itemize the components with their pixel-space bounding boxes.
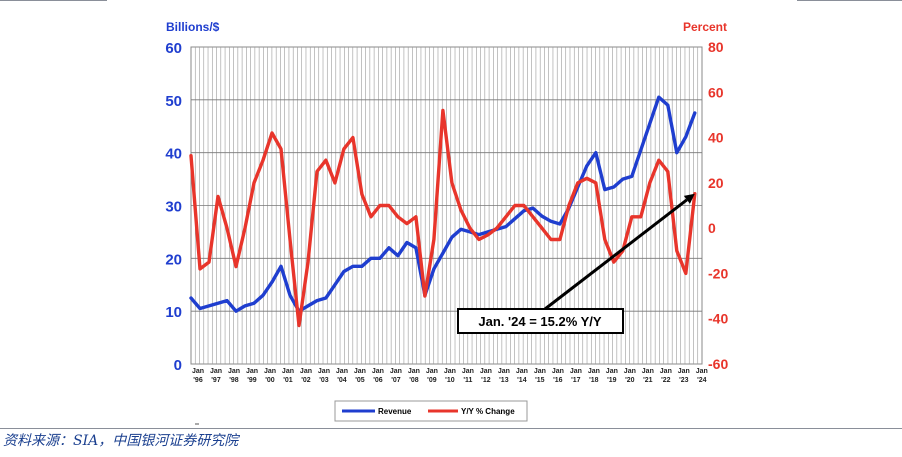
x-tick-year: '03 xyxy=(319,377,329,384)
x-tick-year: '07 xyxy=(391,377,401,384)
x-tick-month: Jan xyxy=(534,368,546,375)
top-rule-right xyxy=(797,0,902,1)
annotation-arrow xyxy=(544,198,688,311)
right-axis: -60 -40 -20 0 20 40 60 80 xyxy=(708,39,728,372)
x-tick-year: '16 xyxy=(553,377,563,384)
left-tick-label: 0 xyxy=(174,357,182,374)
x-tick-year: '97 xyxy=(211,377,221,384)
right-tick-label: -60 xyxy=(708,356,728,372)
x-tick-month: Jan xyxy=(192,368,204,375)
x-tick-year: '05 xyxy=(355,377,365,384)
x-tick-month: Jan xyxy=(462,368,474,375)
x-tick-year: '04 xyxy=(337,377,347,384)
x-tick-year: '21 xyxy=(643,377,653,384)
x-tick-month: Jan xyxy=(480,368,492,375)
yoy-change-line xyxy=(189,108,697,328)
x-tick-year: '09 xyxy=(427,377,437,384)
right-axis-title: Percent xyxy=(683,20,727,34)
x-tick-month: Jan xyxy=(678,368,690,375)
x-tick-year: '10 xyxy=(445,377,455,384)
left-axis: 0 10 20 30 40 50 60 xyxy=(165,40,182,374)
right-tick-label: 0 xyxy=(708,220,716,236)
left-tick-label: 50 xyxy=(165,93,182,110)
x-tick-year: '18 xyxy=(589,377,599,384)
left-tick-label: 40 xyxy=(165,146,182,163)
x-tick-month: Jan xyxy=(264,368,276,375)
x-tick-year: '19 xyxy=(607,377,617,384)
x-tick-year: '13 xyxy=(499,377,509,384)
x-tick-year: '23 xyxy=(679,377,689,384)
legend-label-revenue: Revenue xyxy=(378,407,412,416)
x-tick-year: '22 xyxy=(661,377,671,384)
x-tick-month: Jan xyxy=(588,368,600,375)
x-tick-year: '01 xyxy=(283,377,293,384)
x-tick-month: Jan xyxy=(300,368,312,375)
x-tick-month: Jan xyxy=(390,368,402,375)
x-tick-year: '00 xyxy=(265,377,275,384)
x-tick-month: Jan xyxy=(516,368,528,375)
annotation-arrowhead xyxy=(683,193,695,204)
x-tick-year: '12 xyxy=(481,377,491,384)
source-note: 资料来源：SIA，中国银河证券研究院 xyxy=(3,433,239,449)
annotation-label: Jan. '24 = 15.2% Y/Y xyxy=(478,314,602,329)
right-tick-label: 60 xyxy=(708,84,724,100)
x-tick-month: Jan xyxy=(282,368,294,375)
left-tick-label: 60 xyxy=(165,40,182,57)
x-tick-year: '15 xyxy=(535,377,545,384)
x-tick-month: Jan xyxy=(228,368,240,375)
right-tick-label: 40 xyxy=(708,130,724,146)
x-tick-month: Jan xyxy=(444,368,456,375)
x-tick-year: '98 xyxy=(229,377,239,384)
x-tick-month: Jan xyxy=(354,368,366,375)
x-tick-month: Jan xyxy=(426,368,438,375)
x-tick-month: Jan xyxy=(624,368,636,375)
left-tick-label: 30 xyxy=(165,199,182,216)
x-tick-year: '02 xyxy=(301,377,311,384)
x-tick-month: Jan xyxy=(498,368,510,375)
left-tick-label: 20 xyxy=(165,251,182,268)
x-tick-year: '08 xyxy=(409,377,419,384)
right-tick-label: -20 xyxy=(708,265,728,281)
x-tick-year: '06 xyxy=(373,377,383,384)
x-tick-year: '99 xyxy=(247,377,257,384)
series-lines xyxy=(189,95,697,328)
revenue-line xyxy=(189,95,697,313)
x-tick-month: Jan xyxy=(372,368,384,375)
x-tick-month: Jan xyxy=(552,368,564,375)
bottom-rule xyxy=(0,428,902,429)
left-axis-title: Billions/$ xyxy=(166,20,220,34)
x-tick-month: Jan xyxy=(696,368,708,375)
annotation-box xyxy=(457,308,624,334)
x-axis: Jan '96 Jan '97 Jan '98 Jan '99 Jan '00 Jan '01 Jan '… xyxy=(192,368,708,384)
right-tick-label: 80 xyxy=(708,39,724,55)
right-tick-label: 20 xyxy=(708,175,724,191)
x-tick-month: Jan xyxy=(336,368,348,375)
x-tick-year: '14 xyxy=(517,377,527,384)
x-tick-month: Jan xyxy=(210,368,222,375)
x-tick-month: Jan xyxy=(246,368,258,375)
x-tick-month: Jan xyxy=(570,368,582,375)
x-tick-month: Jan xyxy=(408,368,420,375)
x-tick-month: Jan xyxy=(660,368,672,375)
x-tick-year: '24 xyxy=(697,377,707,384)
x-tick-month: Jan xyxy=(642,368,654,375)
x-tick-year: '11 xyxy=(463,377,472,384)
legend-label-yoy: Y/Y % Change xyxy=(461,407,515,416)
x-tick-month: Jan xyxy=(606,368,618,375)
x-tick-month: Jan xyxy=(318,368,330,375)
top-rule-left xyxy=(0,0,107,1)
x-tick-year: '96 xyxy=(193,377,203,384)
grid xyxy=(190,46,703,365)
left-tick-label: 10 xyxy=(165,304,182,321)
x-tick-year: '20 xyxy=(625,377,635,384)
x-tick-year: '17 xyxy=(571,377,581,384)
right-tick-label: -40 xyxy=(708,311,728,327)
